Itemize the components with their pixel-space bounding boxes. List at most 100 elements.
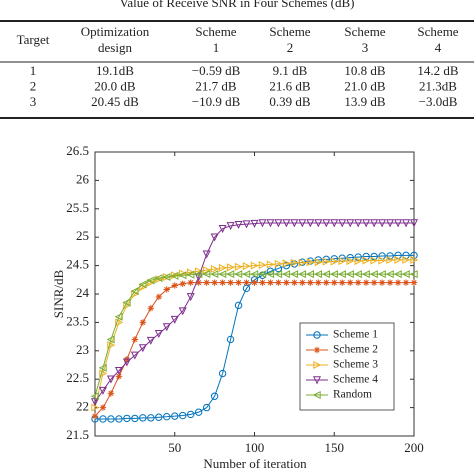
data-point [251, 279, 258, 286]
data-point [250, 219, 259, 228]
data-point [370, 252, 378, 261]
table-cell: 2 [30, 78, 37, 93]
data-point [202, 270, 211, 279]
data-point [203, 279, 210, 286]
table-header: 2 [287, 40, 294, 55]
y-tick-label: 24 [76, 285, 90, 300]
data-point [401, 270, 410, 279]
data-point [242, 220, 251, 229]
data-point [370, 219, 379, 228]
data-point [210, 264, 219, 274]
data-point [90, 392, 99, 401]
data-point [385, 270, 394, 279]
y-tick-label: 22.5 [66, 370, 89, 385]
data-point [346, 219, 355, 228]
table-cell: −0.59 dB [192, 63, 241, 78]
data-point [291, 279, 298, 286]
data-point [347, 279, 354, 286]
data-point [354, 253, 362, 261]
legend-label: Scheme 3 [333, 359, 378, 371]
table-cell: 3 [30, 94, 37, 109]
data-point [290, 258, 299, 267]
data-point [178, 271, 187, 280]
data-point [162, 323, 171, 332]
data-point [202, 403, 211, 412]
table-header: Scheme [195, 24, 236, 39]
data-point [258, 270, 267, 279]
data-point [250, 261, 259, 270]
data-point [338, 257, 347, 266]
data-point [306, 219, 315, 228]
data-point [331, 279, 338, 286]
data-point [386, 255, 395, 264]
data-point [354, 257, 363, 266]
table-header: design [98, 40, 132, 55]
data-point [194, 270, 203, 279]
data-point [378, 219, 387, 228]
data-point [202, 250, 211, 259]
legend-marker [312, 390, 321, 400]
data-point [163, 412, 171, 421]
data-point [122, 298, 131, 307]
data-point [307, 279, 314, 286]
data-point [282, 219, 291, 228]
data-point [90, 398, 100, 407]
data-point [362, 219, 371, 228]
data-point [267, 279, 274, 286]
data-point [274, 259, 283, 268]
legend-marker [313, 360, 322, 370]
data-point [170, 271, 179, 280]
data-point [337, 270, 346, 279]
data-point [218, 369, 227, 378]
data-point [107, 341, 116, 350]
data-point [250, 270, 259, 279]
data-point [211, 279, 218, 286]
legend-label: Random [333, 389, 372, 401]
data-point [409, 270, 418, 279]
data-point [186, 270, 195, 279]
data-point [138, 344, 147, 353]
x-tick-label: 200 [404, 440, 424, 455]
legend-marker [312, 376, 322, 385]
data-point [147, 414, 155, 422]
x-tick-label: 50 [168, 440, 181, 455]
table-header: Optimization [81, 24, 150, 39]
y-tick-label: 22 [76, 399, 89, 414]
data-point [218, 270, 227, 279]
data-point [146, 276, 155, 285]
data-point [114, 366, 123, 375]
data-point [362, 256, 371, 265]
table-title: Value of Receive SNR in Four Schemes (dB… [119, 0, 354, 10]
legend-marker [313, 331, 321, 339]
table-header: 3 [362, 40, 369, 55]
data-point [378, 256, 387, 265]
data-point [306, 258, 315, 267]
data-point [234, 262, 243, 271]
data-point [338, 219, 347, 228]
table-cell: 13.9 dB [344, 94, 386, 109]
table-cell: 0.39 dB [269, 94, 311, 109]
table-cell: 9.1 dB [273, 63, 308, 78]
table-cell: 20.0 dB [94, 78, 136, 93]
data-point [298, 270, 307, 279]
data-point [258, 219, 267, 228]
data-point [298, 219, 307, 228]
table-cell: 20.45 dB [91, 94, 139, 109]
table-cell: 1 [30, 63, 37, 78]
data-point [106, 375, 115, 384]
table-header: Target [17, 32, 50, 47]
series-line [94, 222, 414, 403]
data-point [266, 260, 275, 269]
data-point [377, 270, 386, 279]
data-point [123, 414, 131, 423]
y-axis-label: SINR/dB [51, 269, 66, 318]
data-point [171, 271, 180, 280]
data-point [187, 268, 196, 277]
y-tick-label: 21.5 [66, 427, 89, 442]
y-tick-label: 24.5 [66, 257, 89, 272]
table-header: Scheme [344, 24, 385, 39]
data-point [130, 351, 139, 360]
x-tick-label: 150 [325, 440, 345, 455]
data-point [155, 413, 163, 421]
legend-marker [313, 346, 321, 354]
